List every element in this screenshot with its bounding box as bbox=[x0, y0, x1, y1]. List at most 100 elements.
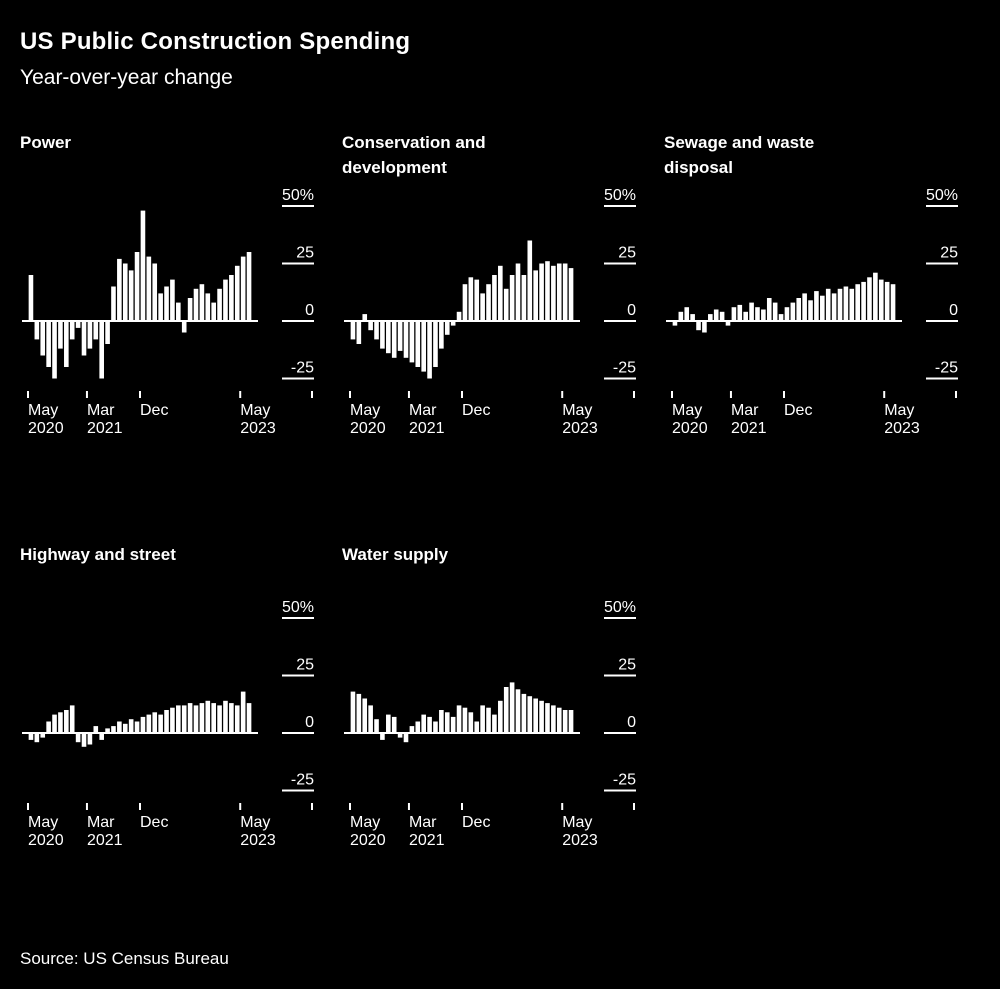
bar bbox=[176, 302, 181, 321]
bar bbox=[397, 321, 403, 351]
bar bbox=[46, 321, 51, 367]
bar bbox=[397, 733, 403, 738]
chart-title-power: Power bbox=[20, 133, 72, 152]
bar bbox=[509, 275, 515, 321]
bar bbox=[450, 716, 456, 733]
x-tick-label: 2020 bbox=[350, 832, 386, 849]
bar bbox=[28, 733, 34, 740]
bar bbox=[521, 275, 527, 321]
bar bbox=[350, 691, 356, 733]
bar bbox=[223, 279, 228, 321]
x-tick-label: 2023 bbox=[884, 420, 920, 437]
bar bbox=[551, 705, 556, 733]
bar bbox=[374, 719, 379, 733]
bar bbox=[391, 716, 397, 733]
bar bbox=[40, 321, 46, 356]
bar bbox=[152, 263, 158, 321]
bar bbox=[814, 291, 819, 321]
bar bbox=[873, 272, 878, 321]
bar bbox=[240, 691, 246, 733]
bar bbox=[427, 321, 432, 379]
chart-panel-water: Water supply 50% 25 0 -25 May 2020 Mar 2021 Dec M… bbox=[342, 542, 664, 850]
bar bbox=[380, 321, 385, 349]
bar bbox=[568, 268, 574, 321]
bar bbox=[58, 712, 63, 733]
bar bbox=[761, 309, 766, 321]
x-tick-label: May bbox=[562, 402, 592, 419]
bar bbox=[820, 295, 825, 321]
bar bbox=[34, 321, 40, 340]
bar bbox=[181, 321, 187, 333]
bar bbox=[725, 321, 731, 326]
y-tick-label: 0 bbox=[627, 302, 636, 319]
bar bbox=[433, 721, 438, 733]
x-tick-label: Mar bbox=[409, 402, 437, 419]
chart-title-water: Water supply bbox=[342, 545, 449, 564]
y-tick-label: 50% bbox=[282, 599, 314, 616]
bar bbox=[409, 321, 415, 363]
bar bbox=[867, 277, 872, 321]
chart-title-sewage: Sewage and waste disposal bbox=[664, 133, 815, 177]
bar bbox=[503, 687, 509, 733]
bar bbox=[64, 710, 69, 733]
bar bbox=[87, 733, 93, 745]
bar bbox=[456, 311, 462, 321]
y-tick-label: 25 bbox=[940, 245, 958, 262]
bar bbox=[134, 252, 140, 321]
bar bbox=[152, 712, 158, 733]
bar bbox=[46, 721, 51, 733]
bar bbox=[439, 321, 444, 349]
chart-panel-sewage: Sewage and waste disposal 50% 25 0 -25 May 20… bbox=[664, 130, 986, 438]
bar bbox=[521, 693, 527, 733]
x-tick-label: 2020 bbox=[350, 420, 386, 437]
bar bbox=[731, 307, 737, 321]
bar bbox=[187, 298, 193, 321]
chart-panel-power: Power 50% 25 0 -25 May 2020 Mar 2021 Dec May 2023 bbox=[20, 130, 342, 438]
bar bbox=[498, 700, 503, 733]
y-tick-label: 50% bbox=[926, 187, 958, 204]
bar bbox=[93, 726, 99, 733]
bar bbox=[719, 311, 725, 321]
bar bbox=[28, 275, 34, 321]
bar bbox=[158, 714, 163, 733]
bar bbox=[217, 705, 222, 733]
bar bbox=[492, 275, 497, 321]
bar bbox=[474, 721, 480, 733]
bar bbox=[229, 275, 234, 321]
bar bbox=[743, 311, 748, 321]
x-tick-label: 2021 bbox=[409, 420, 445, 437]
bar bbox=[545, 703, 550, 733]
x-tick-label: Mar bbox=[87, 814, 115, 831]
bar bbox=[556, 707, 562, 733]
bar bbox=[427, 716, 432, 733]
x-tick-label: May bbox=[28, 402, 58, 419]
bar bbox=[456, 705, 462, 733]
bar bbox=[164, 710, 169, 733]
bar bbox=[678, 311, 684, 321]
bar bbox=[825, 288, 831, 321]
bar bbox=[539, 263, 544, 321]
y-tick-label: 50% bbox=[282, 187, 314, 204]
bar bbox=[217, 288, 222, 321]
bar bbox=[40, 733, 46, 738]
y-tick-label: -25 bbox=[291, 772, 314, 789]
bar bbox=[492, 714, 497, 733]
x-tick-label: May bbox=[240, 402, 270, 419]
bar bbox=[515, 689, 521, 733]
bar bbox=[99, 733, 104, 740]
bar bbox=[702, 321, 707, 333]
x-tick-label: May bbox=[28, 814, 58, 831]
bar bbox=[205, 700, 211, 733]
bar bbox=[837, 288, 843, 321]
x-tick-label: May bbox=[350, 402, 380, 419]
bar bbox=[444, 712, 450, 733]
bar bbox=[802, 293, 807, 321]
bar bbox=[684, 307, 690, 321]
x-tick-label: 2020 bbox=[28, 420, 64, 437]
bar bbox=[784, 307, 790, 321]
bar bbox=[99, 321, 104, 379]
bar bbox=[562, 263, 568, 321]
x-tick-label: May bbox=[240, 814, 270, 831]
